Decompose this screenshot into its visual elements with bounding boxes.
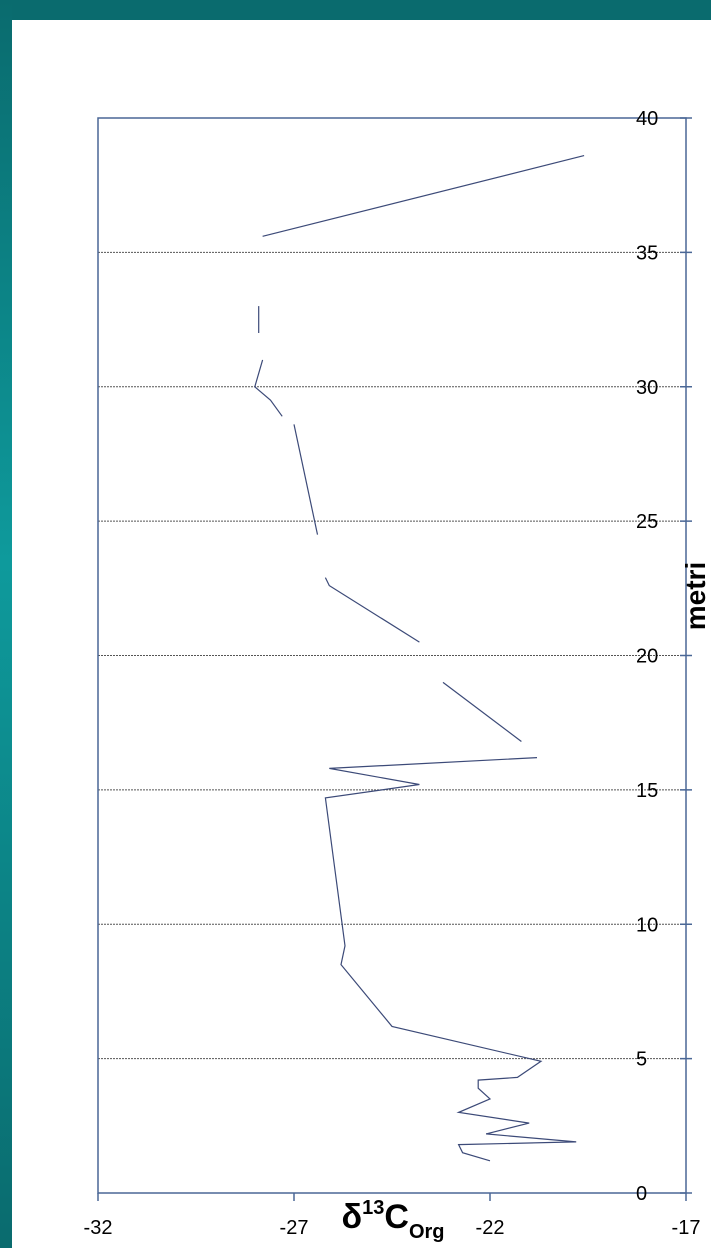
series-line [262,155,585,237]
series-line [254,359,283,417]
left-accent-bar [0,0,12,1248]
y-tick-label: 0 [636,1183,647,1205]
y-tick-label: 20 [636,646,658,668]
x-tick-label: -22 [476,1217,505,1239]
y-tick-label: 40 [636,108,658,130]
series-delta13c [254,155,585,1162]
y-axis: 0 5 10 15 20 25 30 35 40 [636,108,692,1205]
x-axis-title: δ13COrg [342,1197,445,1243]
y-tick-label: 5 [636,1049,647,1071]
x-tick-label: -32 [84,1217,113,1239]
y-tick-label: 35 [636,242,658,264]
series-line [324,577,420,643]
y-axis-title: metri [680,562,711,630]
y-tick-label: 30 [636,377,658,399]
y-tick-label: 15 [636,780,658,802]
y-tick-label: 10 [636,914,658,936]
grid-lines [98,251,686,1060]
x-tick-label: -17 [672,1217,701,1239]
series-line [442,681,522,742]
series-line [324,757,577,1162]
x-axis: -32 -27 -22 -17 [84,1193,701,1239]
y-tick-label: 25 [636,511,658,533]
x-tick-label: -27 [280,1217,309,1239]
top-accent-bar [0,0,711,20]
series-line [293,424,319,535]
